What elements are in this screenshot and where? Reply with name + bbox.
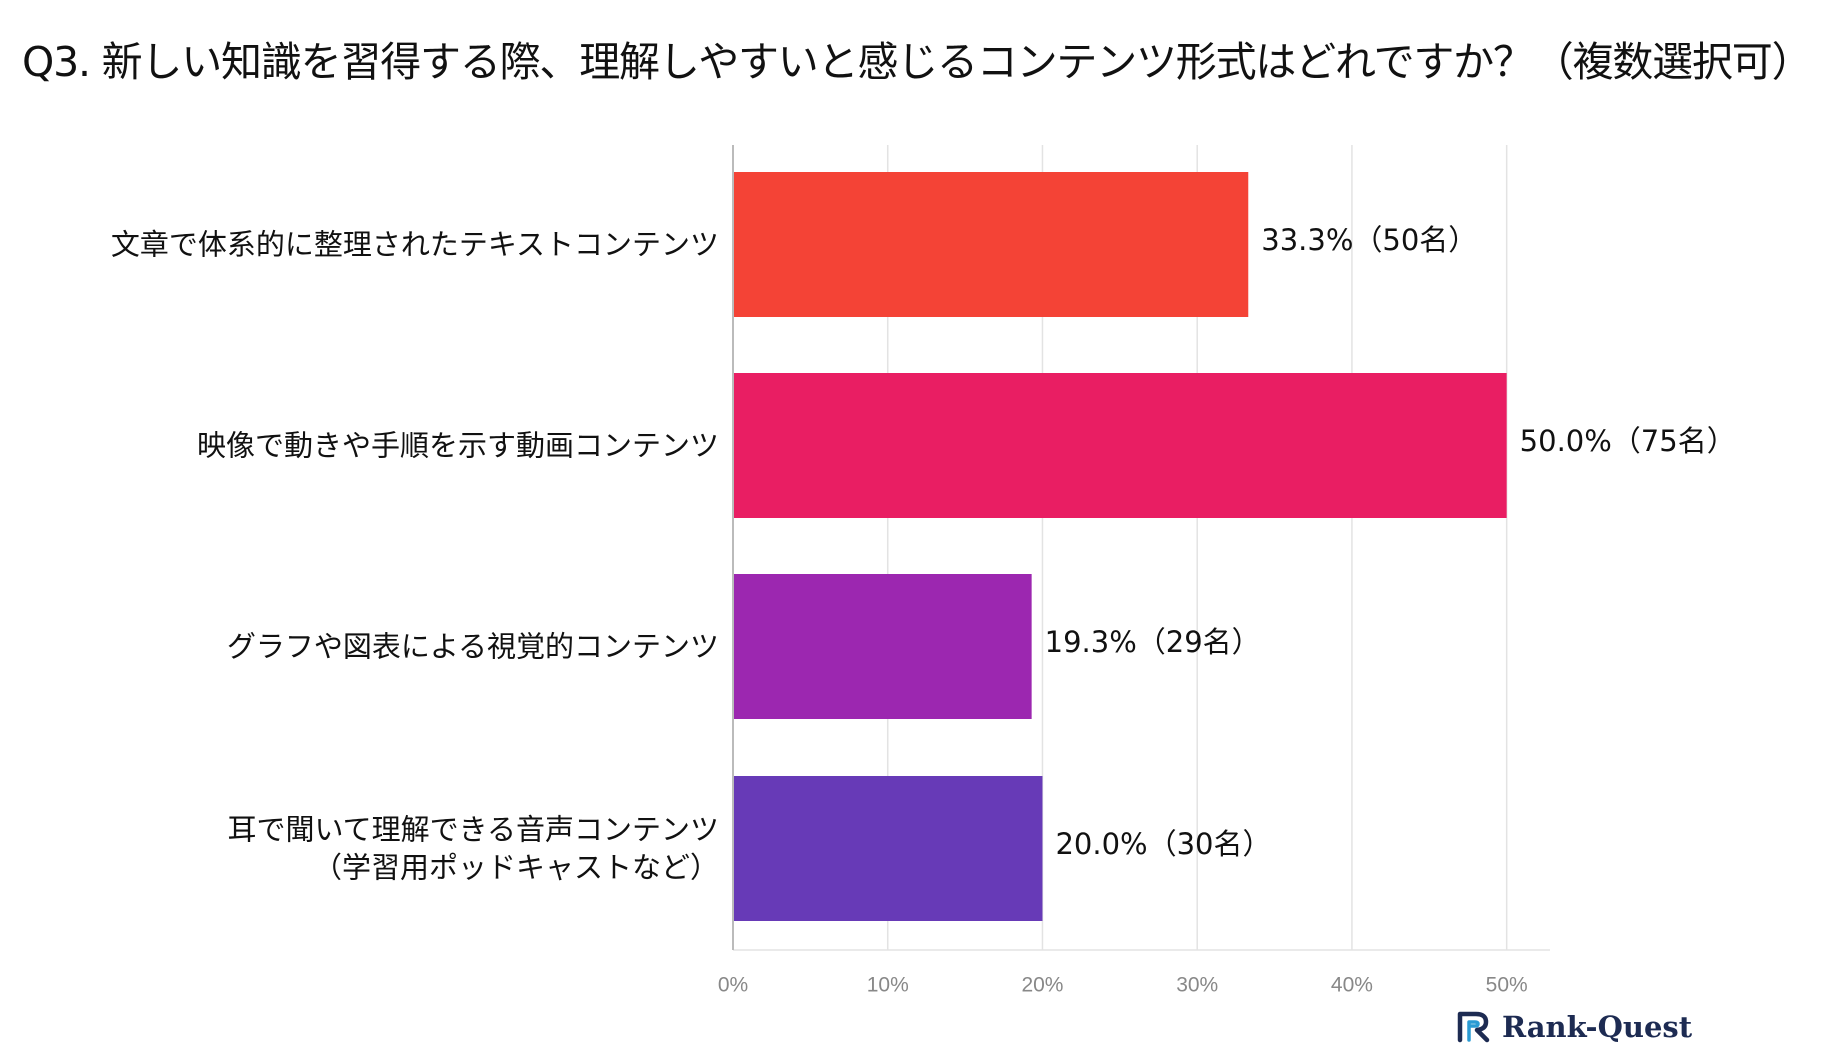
tick-layer: 0% 10% 20% 30% 40% 50% bbox=[718, 974, 1528, 997]
bar bbox=[733, 373, 1507, 518]
x-tick-label: 0% bbox=[718, 974, 748, 997]
bar bbox=[733, 172, 1249, 317]
x-tick-label: 10% bbox=[867, 974, 909, 997]
category-label: 映像で動きや手順を示す動画コンテンツ bbox=[197, 429, 719, 463]
bar bbox=[733, 574, 1032, 719]
category-label: 文章で体系的に整理されたテキストコンテンツ bbox=[111, 228, 719, 262]
category-label: 耳で聞いて理解できる音声コンテンツ bbox=[227, 813, 719, 847]
data-label: 33.3%（50名） bbox=[1261, 223, 1477, 257]
category-label: （学習用ポッドキャストなど） bbox=[313, 851, 719, 885]
x-tick-label: 50% bbox=[1486, 974, 1528, 997]
data-label: 20.0%（30名） bbox=[1055, 827, 1271, 861]
logo-text: Rank-Quest bbox=[1502, 1010, 1693, 1044]
label-layer: 文章で体系的に整理されたテキストコンテンツ 33.3%（50名） 映像で動きや手順を… bbox=[111, 145, 1736, 950]
rank-quest-logo-icon bbox=[1457, 1011, 1490, 1043]
bar bbox=[733, 776, 1043, 921]
data-label: 19.3%（29名） bbox=[1045, 625, 1261, 659]
bar-layer bbox=[733, 172, 1507, 921]
chart-title: Q3. 新しい知識を習得する際、理解しやすいと感じるコンテンツ形式はどれですか？… bbox=[22, 38, 1813, 86]
x-tick-label: 20% bbox=[1021, 974, 1063, 997]
x-tick-label: 40% bbox=[1331, 974, 1373, 997]
category-label: グラフや図表による視覚的コンテンツ bbox=[227, 630, 719, 664]
x-tick-label: 30% bbox=[1176, 974, 1218, 997]
data-label: 50.0%（75名） bbox=[1520, 424, 1736, 458]
rank-quest-logo: Rank-Quest bbox=[1456, 1010, 1692, 1044]
